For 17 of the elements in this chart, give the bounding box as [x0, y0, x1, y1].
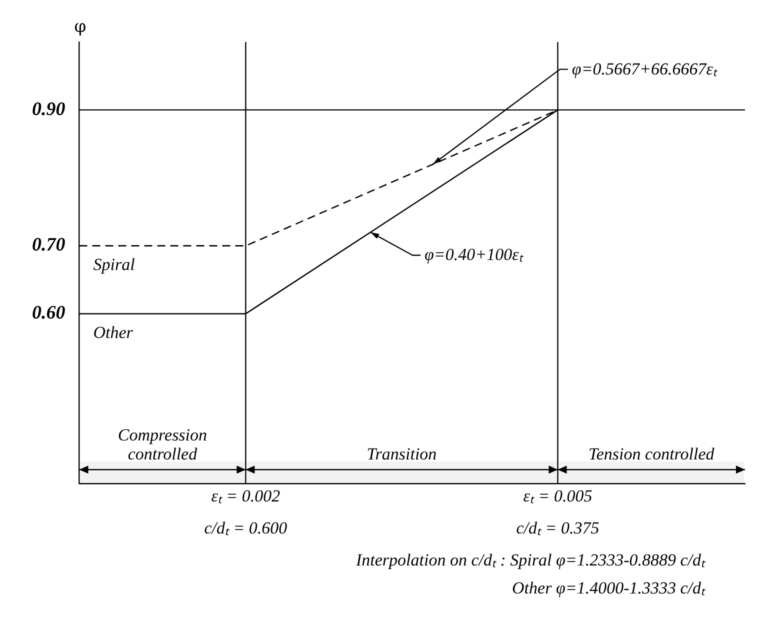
annotation: φ=0.5667+66.6667εₜ: [572, 59, 718, 78]
text: c/dₜ = 0.600: [204, 518, 288, 538]
band-label: Transition: [366, 444, 437, 464]
annotation: φ=0.40+100εₜ: [424, 245, 524, 264]
y-tick-label: 0.60: [32, 302, 66, 324]
text: c/dₜ = 0.375: [516, 518, 600, 538]
x-tick-label: εₜ = 0.005: [523, 486, 592, 506]
series-label: Other: [93, 322, 134, 342]
y-tick-label: 0.90: [32, 98, 66, 120]
text: Interpolation on c/dₜ : Spiral φ=1.2333-0.8889 c/dₜ: [354, 550, 706, 570]
x-tick-label: εₜ = 0.002: [211, 486, 281, 506]
band-label: Tension controlled: [588, 444, 715, 464]
y-tick-label: 0.70: [32, 234, 66, 256]
y-axis-title: φ: [74, 17, 86, 37]
band-label: Compression controlled: [118, 426, 208, 464]
text: Other φ=1.4000-1.3333 c/dₜ: [512, 578, 706, 598]
series-label: Spiral: [93, 254, 136, 274]
